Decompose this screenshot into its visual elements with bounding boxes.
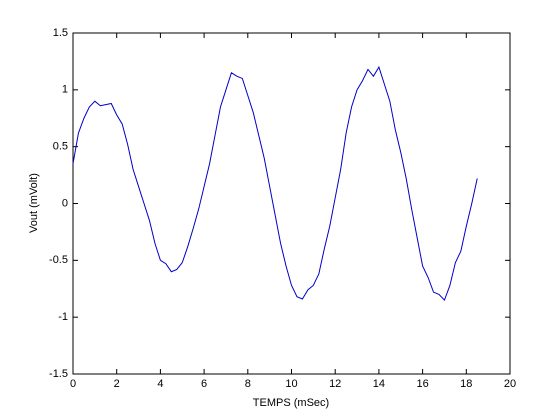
x-axis-label: TEMPS (mSec) — [253, 397, 329, 409]
y-tick-label: 0.5 — [53, 141, 68, 153]
y-axis-label: Vout (mVolt) — [28, 173, 40, 233]
y-tick-label: -0.5 — [49, 254, 68, 266]
x-tick-label: 12 — [329, 378, 341, 390]
y-tick-label: 0 — [62, 197, 68, 209]
data-line — [72, 65, 478, 302]
x-tick-label: 2 — [114, 378, 120, 390]
y-tick-label: 1 — [62, 84, 68, 96]
x-tick-label: 0 — [70, 378, 76, 390]
x-tick-label: 10 — [285, 378, 297, 390]
x-tick-label: 18 — [460, 378, 472, 390]
x-tick-label: 4 — [157, 378, 163, 390]
y-tick-label: -1 — [58, 311, 68, 323]
y-tick-label: -1.5 — [49, 368, 68, 380]
x-tick-label: 16 — [416, 378, 428, 390]
x-tick-label: 6 — [201, 378, 207, 390]
x-tick-label: 14 — [373, 378, 385, 390]
x-tick-label: 20 — [504, 378, 516, 390]
x-tick-label: 8 — [245, 378, 251, 390]
plot-frame — [72, 32, 511, 375]
y-tick-label: 1.5 — [53, 27, 68, 39]
